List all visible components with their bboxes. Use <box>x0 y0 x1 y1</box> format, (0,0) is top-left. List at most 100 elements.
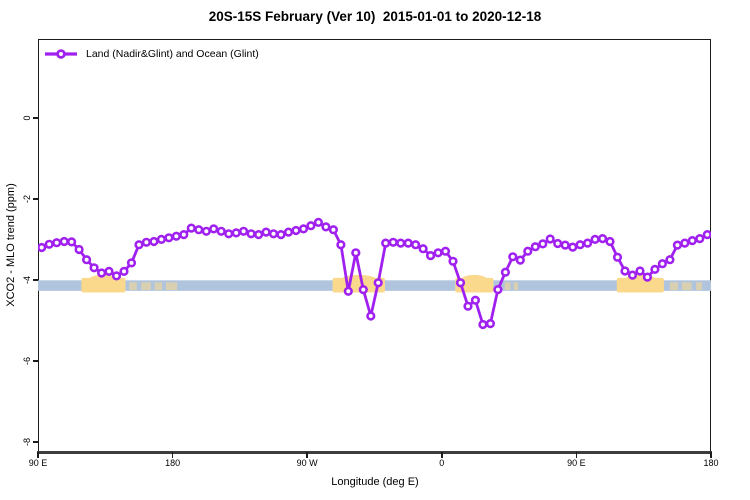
data-point <box>298 224 309 234</box>
y-axis-label: XCO2 - MLO trend (ppm) <box>5 183 17 307</box>
data-point <box>627 270 638 280</box>
orange-band-speckle <box>681 282 692 291</box>
data-point <box>485 319 496 329</box>
data-point <box>231 228 241 238</box>
x-tick-mark <box>441 452 443 458</box>
data-point <box>680 238 690 248</box>
data-point <box>612 252 623 262</box>
data-point <box>560 240 570 250</box>
data-point <box>396 238 406 248</box>
data-point <box>568 242 578 252</box>
data-point <box>261 227 271 237</box>
data-point <box>254 230 264 240</box>
orange-band-speckle <box>129 282 137 291</box>
data-point <box>418 244 428 254</box>
data-point <box>186 223 196 233</box>
orange-band-speckle <box>513 282 519 291</box>
x-tick-mark <box>710 452 712 458</box>
data-point <box>268 229 279 239</box>
data-point <box>538 239 548 249</box>
data-point <box>224 229 234 239</box>
data-point <box>463 301 473 311</box>
y-tick-label: -8 <box>22 437 32 446</box>
orange-band-speckle <box>504 282 511 291</box>
data-point <box>96 268 107 278</box>
data-point <box>111 271 122 281</box>
y-tick-mark <box>33 360 38 362</box>
legend-line-marker-icon <box>45 49 77 59</box>
data-point <box>433 248 443 258</box>
data-point <box>149 236 159 247</box>
data-point <box>411 240 421 250</box>
y-tick-mark <box>33 198 38 200</box>
data-point <box>343 286 353 296</box>
data-point <box>672 240 683 250</box>
data-point <box>545 234 555 244</box>
data-point <box>657 259 668 269</box>
legend: Land (Nadir&Glint) and Ocean (Glint) <box>44 47 259 61</box>
y-tick-mark <box>33 279 38 281</box>
data-point <box>381 238 391 248</box>
orange-band-speckle <box>165 282 178 291</box>
data-point <box>239 226 249 236</box>
data-point <box>291 225 301 236</box>
chart-title: 20S-15S February (Ver 10) 2015-01-01 to … <box>208 9 542 24</box>
y-tick-label: -6 <box>22 356 32 365</box>
data-point <box>321 222 331 232</box>
legend-label: Land (Nadir&Glint) and Ocean (Glint) <box>86 48 259 60</box>
data-point <box>74 244 84 255</box>
data-point <box>373 278 383 288</box>
data-point <box>358 285 368 295</box>
data-point <box>134 240 144 250</box>
data-point <box>470 295 481 305</box>
data-point <box>515 255 525 265</box>
x-axis-label: Longitude (deg E) <box>331 476 419 488</box>
data-point <box>171 231 181 241</box>
x-tick-mark <box>575 452 578 458</box>
orange-band-segment <box>616 277 664 293</box>
data-point <box>52 238 62 248</box>
orange-band-speckle <box>696 282 703 291</box>
data-point <box>605 236 615 247</box>
data-point <box>575 240 585 250</box>
orange-band-speckle <box>154 282 163 291</box>
data-point <box>695 234 705 244</box>
x-tick-mark <box>37 452 39 458</box>
x-tick-label: 90 W <box>296 458 318 468</box>
data-point <box>89 263 99 273</box>
data-point <box>366 311 376 321</box>
data-point <box>66 237 77 247</box>
data-point <box>179 230 189 240</box>
data-point <box>582 238 593 248</box>
data-point <box>478 319 488 330</box>
y-tick-label: 0 <box>22 115 32 121</box>
data-point <box>201 226 211 236</box>
x-tick-mark <box>306 452 308 458</box>
data-point <box>126 258 137 268</box>
data-point <box>276 230 286 240</box>
data-point <box>665 255 675 265</box>
orange-band-segment <box>81 277 126 293</box>
y-tick-label: -2 <box>22 194 32 203</box>
data-point <box>455 278 466 288</box>
data-point <box>642 272 653 282</box>
data-point <box>597 234 608 244</box>
data-point <box>635 266 645 276</box>
y-tick-mark <box>33 441 38 443</box>
plot-area <box>38 217 711 330</box>
x-tick-label: 180 <box>165 458 181 468</box>
data-point <box>328 225 339 235</box>
data-point <box>216 226 226 236</box>
data-point <box>530 242 540 252</box>
data-point <box>336 240 346 250</box>
data-point <box>246 229 256 239</box>
data-point <box>44 239 54 249</box>
data-point <box>553 238 563 249</box>
orange-band-speckle <box>141 282 151 291</box>
x-tick-label: 0 <box>439 458 445 468</box>
data-point <box>620 266 630 276</box>
data-point <box>38 242 47 253</box>
y-tick-mark <box>33 117 38 119</box>
orange-band-bump <box>89 274 118 283</box>
